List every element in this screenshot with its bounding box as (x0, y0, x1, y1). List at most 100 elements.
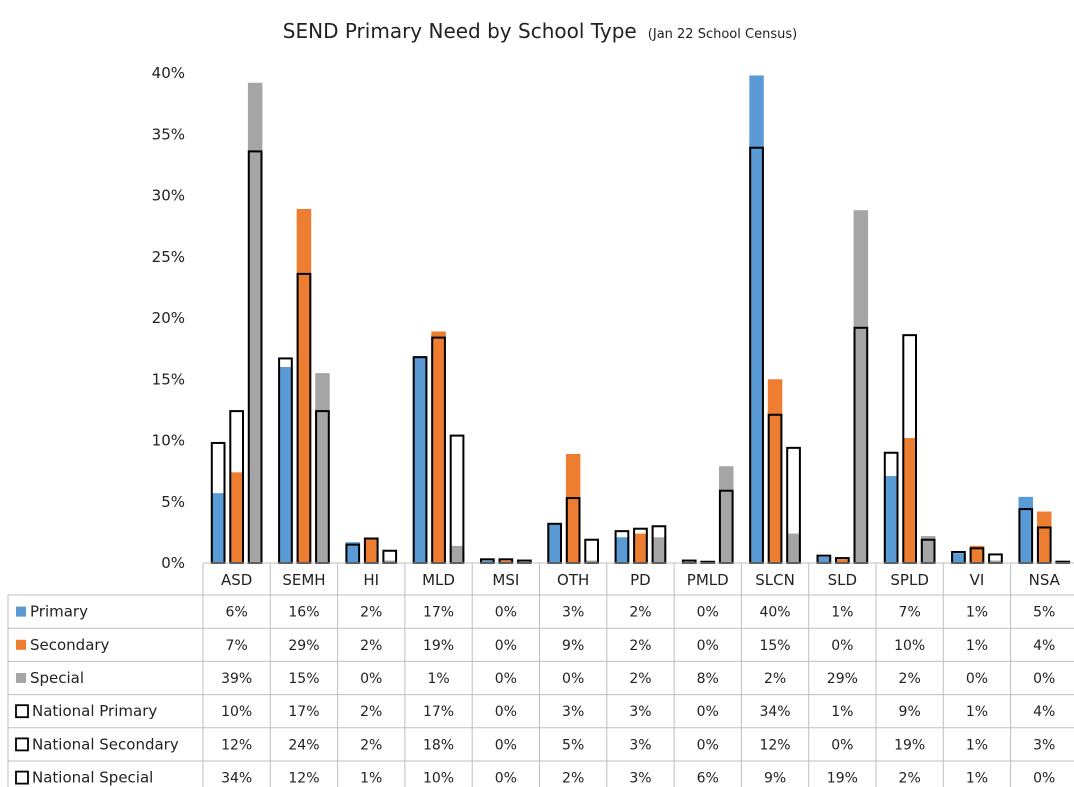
data-label: 4% (1033, 638, 1055, 654)
data-label: 2% (629, 671, 651, 687)
bar-special-sld (853, 210, 869, 563)
bar-secondary-asd (229, 472, 244, 563)
data-label: 2% (629, 605, 651, 621)
data-label: 34% (759, 704, 790, 720)
category-label: MSI (492, 571, 519, 589)
data-label: 29% (827, 671, 858, 687)
bar-special-vi (988, 560, 1003, 563)
data-label: 0% (697, 638, 719, 654)
data-label: 7% (899, 605, 921, 621)
category-label: MLD (422, 571, 455, 589)
category-label: VI (970, 571, 985, 589)
bar-national-special-mld (449, 434, 465, 565)
data-label: 0% (495, 671, 517, 687)
bar-secondary-pd (633, 533, 648, 563)
category-label: PMLD (687, 571, 729, 589)
category-label: OTH (557, 571, 589, 589)
data-label: 2% (360, 605, 382, 621)
data-label: 3% (562, 704, 584, 720)
data-label: 18% (423, 737, 454, 753)
data-label: 19% (894, 737, 925, 753)
y-tick-label: 10% (152, 432, 185, 450)
data-label: 0% (360, 671, 382, 687)
bar-secondary-slcn (767, 379, 783, 563)
y-axis: 0% 5% 10% 15% 20% 25% 30% 35% 40% (152, 64, 185, 572)
category-label: SEMH (282, 571, 325, 589)
data-label: 7% (226, 638, 248, 654)
bar-primary-pd (614, 537, 630, 563)
bar-secondary-spld (902, 438, 917, 563)
data-label: 16% (288, 605, 319, 621)
y-tick-label: 35% (152, 125, 185, 143)
y-tick-label: 15% (152, 370, 185, 388)
legend-swatch-national-secondary (15, 737, 29, 752)
data-label: 4% (1033, 704, 1055, 720)
data-label: 1% (966, 771, 988, 787)
data-label: 0% (495, 771, 517, 787)
bar-secondary-hi (364, 538, 379, 563)
category-label: PD (630, 571, 651, 589)
data-label: 5% (562, 737, 584, 753)
data-label: 40% (759, 605, 790, 621)
data-label: 29% (288, 638, 319, 654)
bar-national-special-oth (584, 538, 599, 564)
data-label: 15% (759, 638, 790, 654)
data-label: 10% (221, 704, 252, 720)
data-label: 0% (495, 704, 517, 720)
data-label: 0% (495, 638, 517, 654)
data-label: 1% (427, 671, 449, 687)
legend-swatch-secondary (16, 639, 26, 650)
data-label: 0% (562, 671, 584, 687)
data-label: 0% (495, 737, 517, 753)
bar-secondary-semh (296, 208, 312, 563)
data-label: 6% (697, 771, 719, 787)
data-label: 17% (423, 704, 454, 720)
data-label: 0% (1033, 771, 1055, 787)
data-label: 3% (629, 737, 651, 753)
data-label: 2% (562, 771, 584, 787)
bar-special-pmld (719, 466, 734, 563)
legend-label-national-primary: National Primary (32, 702, 157, 720)
data-label: 1% (831, 605, 853, 621)
data-label: 5% (1033, 605, 1055, 621)
legend-label-national-special: National Special (32, 769, 153, 787)
legend-label-national-secondary: National Secondary (32, 735, 179, 753)
data-label: 10% (894, 638, 925, 654)
category-label: SPLD (890, 571, 928, 589)
bar-secondary-vi (969, 545, 985, 563)
y-tick-label: 0% (161, 554, 185, 572)
category-label: SLD (828, 571, 857, 589)
data-label: 3% (1033, 737, 1055, 753)
data-label: 6% (226, 605, 248, 621)
data-label: 1% (966, 638, 988, 654)
bar-primary-vi (951, 553, 966, 563)
data-label: 2% (360, 737, 382, 753)
data-label: 0% (831, 737, 853, 753)
category-label: SLCN (755, 571, 795, 589)
data-label: 2% (899, 671, 921, 687)
category-label: ASD (221, 571, 252, 589)
data-label: 24% (288, 737, 319, 753)
chart-title: SEND Primary Need by School Type (Jan 22… (283, 19, 797, 43)
data-label: 3% (562, 605, 584, 621)
bar-primary-spld (883, 476, 899, 563)
bar-special-pd (651, 537, 667, 563)
legend-swatch-national-special (15, 770, 29, 785)
bar-primary-nsa (1018, 496, 1033, 563)
legend-label-secondary: Secondary (30, 636, 110, 654)
y-tick-label: 40% (152, 64, 185, 82)
data-label: 0% (1033, 671, 1055, 687)
data-label: 3% (629, 704, 651, 720)
bar-secondary-oth (565, 453, 581, 563)
data-label: 9% (899, 704, 921, 720)
data-label: 19% (423, 638, 454, 654)
data-label: 0% (697, 737, 719, 753)
data-label: 34% (221, 771, 252, 787)
legend-swatch-national-primary (15, 704, 29, 719)
bar-special-oth (584, 560, 599, 563)
bar-special-hi (382, 560, 397, 563)
bar-special-spld (920, 536, 936, 563)
bar-special-asd (247, 82, 263, 564)
data-label: 12% (759, 737, 790, 753)
y-tick-label: 5% (161, 493, 185, 511)
